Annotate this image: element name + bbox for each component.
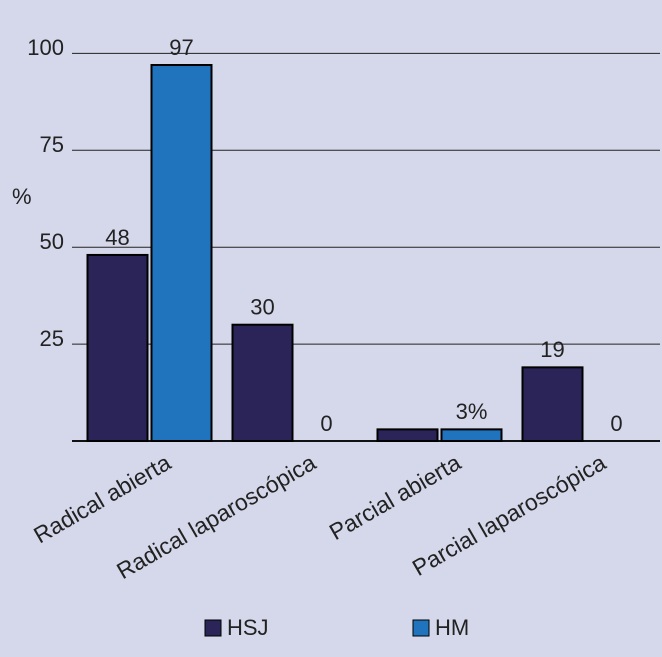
y-tick-label: 25 bbox=[40, 326, 64, 351]
bar bbox=[440, 428, 503, 443]
legend-swatch bbox=[412, 619, 430, 637]
bar bbox=[86, 253, 149, 442]
y-axis-label: % bbox=[12, 184, 32, 209]
data-label: 30 bbox=[250, 295, 274, 320]
data-label: 97 bbox=[169, 35, 193, 60]
y-tick-label: 100 bbox=[27, 35, 64, 60]
bar bbox=[231, 323, 294, 443]
y-tick-label: 75 bbox=[40, 132, 64, 157]
legend-swatch bbox=[204, 619, 222, 637]
data-label: 19 bbox=[540, 337, 564, 362]
data-label: 0 bbox=[610, 411, 622, 436]
data-label: 48 bbox=[105, 225, 129, 250]
data-label: 3% bbox=[456, 399, 488, 424]
y-tick-label: 50 bbox=[40, 229, 64, 254]
legend-label: HM bbox=[435, 615, 469, 640]
bar bbox=[376, 428, 439, 443]
legend-label: HSJ bbox=[227, 615, 269, 640]
bar bbox=[150, 64, 213, 442]
bar bbox=[521, 366, 584, 443]
data-label: 0 bbox=[320, 411, 332, 436]
